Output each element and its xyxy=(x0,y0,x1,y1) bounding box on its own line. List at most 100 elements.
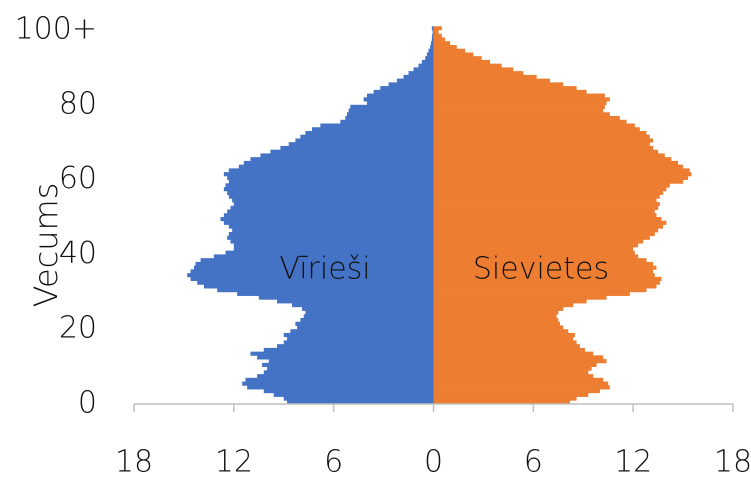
y-axis-label: Vecums xyxy=(27,183,65,308)
bar xyxy=(197,280,434,285)
bar xyxy=(433,340,577,345)
bar xyxy=(273,392,434,397)
bar xyxy=(433,321,560,326)
bar xyxy=(433,276,662,281)
bar xyxy=(260,153,434,158)
y-tick-label: 40 xyxy=(59,236,97,271)
bar xyxy=(228,224,434,229)
bar xyxy=(418,63,434,68)
bar xyxy=(233,243,434,248)
bar xyxy=(230,205,434,210)
bar xyxy=(433,187,667,192)
bar xyxy=(233,246,434,252)
bar xyxy=(433,377,604,382)
x-tick-label: 12 xyxy=(215,445,253,477)
y-tick-label: 80 xyxy=(59,86,97,121)
bar xyxy=(433,82,564,87)
bar xyxy=(223,220,434,225)
bar xyxy=(290,329,434,334)
bar xyxy=(250,351,434,356)
bar xyxy=(433,157,672,162)
bar xyxy=(433,112,610,117)
bar xyxy=(277,344,434,349)
bar xyxy=(433,93,605,98)
bar xyxy=(433,288,647,293)
bar xyxy=(433,385,610,390)
bar xyxy=(433,217,662,222)
bar xyxy=(380,86,434,91)
bar xyxy=(433,59,491,65)
bar xyxy=(433,164,684,169)
bar xyxy=(433,213,657,218)
bar xyxy=(232,198,434,203)
bar xyxy=(433,366,592,371)
bar xyxy=(363,97,434,102)
bar xyxy=(300,134,434,139)
bar xyxy=(433,329,569,334)
bar xyxy=(433,130,647,136)
bar xyxy=(433,123,635,128)
bar xyxy=(245,377,434,382)
bar xyxy=(303,314,434,319)
bar xyxy=(227,175,434,180)
bar xyxy=(433,168,690,173)
bar xyxy=(388,82,434,87)
bar xyxy=(433,362,597,367)
bar xyxy=(432,33,434,38)
bar xyxy=(430,44,434,50)
bar xyxy=(433,205,659,210)
bar xyxy=(263,389,434,394)
bar xyxy=(433,273,655,278)
bar xyxy=(433,101,607,106)
bar xyxy=(433,198,657,203)
bar xyxy=(433,295,607,300)
bar xyxy=(433,41,451,46)
bar xyxy=(295,138,434,143)
bar xyxy=(433,86,577,91)
bar xyxy=(257,355,434,360)
bar xyxy=(223,187,434,192)
bar xyxy=(433,355,604,360)
bar xyxy=(433,153,665,158)
bar xyxy=(297,325,434,330)
bar xyxy=(433,228,659,233)
bar xyxy=(257,374,434,379)
bar xyxy=(292,303,434,308)
bar xyxy=(267,366,434,371)
bar xyxy=(433,258,647,263)
bar xyxy=(433,37,446,42)
bar xyxy=(433,145,654,151)
bar xyxy=(433,183,670,188)
bar xyxy=(433,48,466,53)
bar xyxy=(433,30,439,35)
bar xyxy=(421,59,434,65)
x-tick-label: 12 xyxy=(614,445,652,477)
bar xyxy=(305,310,434,315)
bar xyxy=(425,56,434,61)
bar xyxy=(366,101,434,106)
bar xyxy=(237,291,434,296)
bar xyxy=(433,67,514,72)
bar xyxy=(433,396,577,401)
bar xyxy=(433,63,502,68)
bar xyxy=(227,235,434,240)
bar xyxy=(302,306,434,311)
bar xyxy=(433,172,692,177)
bar xyxy=(250,157,434,162)
bar xyxy=(433,336,574,341)
bar xyxy=(346,112,434,117)
bar xyxy=(433,239,644,244)
bar xyxy=(433,243,639,248)
bar xyxy=(238,164,434,169)
bar xyxy=(345,116,434,121)
bar xyxy=(283,340,434,345)
bar xyxy=(433,303,574,308)
bar xyxy=(243,160,434,166)
bar xyxy=(320,123,434,128)
bar xyxy=(190,276,434,281)
bar xyxy=(433,190,664,195)
bar xyxy=(433,78,550,83)
bar xyxy=(433,138,654,143)
bar xyxy=(433,359,607,364)
